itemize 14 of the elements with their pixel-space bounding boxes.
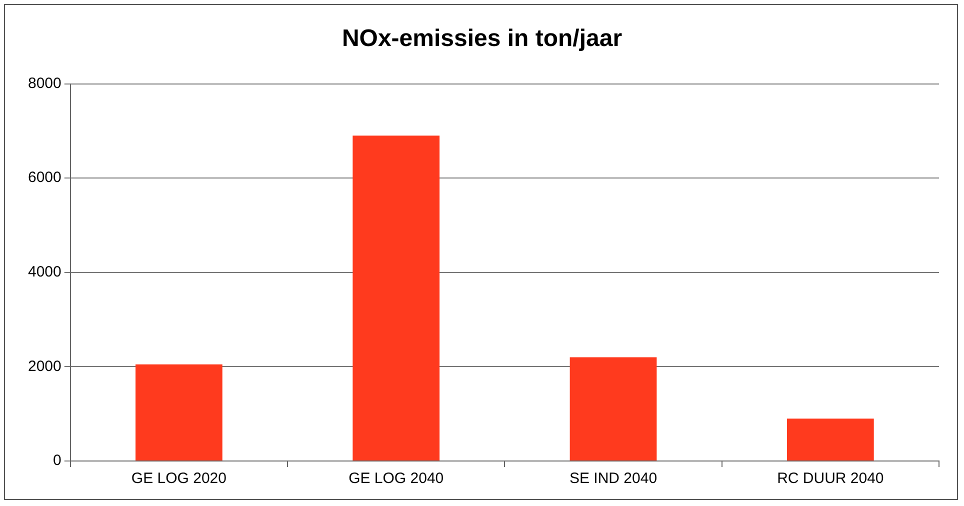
x-tick-label: GE LOG 2020	[131, 470, 226, 488]
bar	[136, 364, 222, 460]
y-tick-label: 8000	[28, 74, 62, 92]
y-tick-label: 0	[53, 452, 62, 470]
x-tick-label: RC DUUR 2040	[777, 470, 884, 488]
bar	[786, 418, 874, 460]
x-tick-label: SE IND 2040	[569, 470, 658, 488]
y-tick-label: 2000	[28, 358, 62, 375]
bar	[570, 357, 657, 460]
y-tick-label: 6000	[28, 169, 62, 186]
x-tick-label: GE LOG 2040	[348, 470, 444, 488]
bar	[352, 136, 440, 460]
y-tick-label: 4000	[28, 264, 62, 281]
chart-title: NOx-emissies in ton/jaar	[342, 25, 622, 52]
